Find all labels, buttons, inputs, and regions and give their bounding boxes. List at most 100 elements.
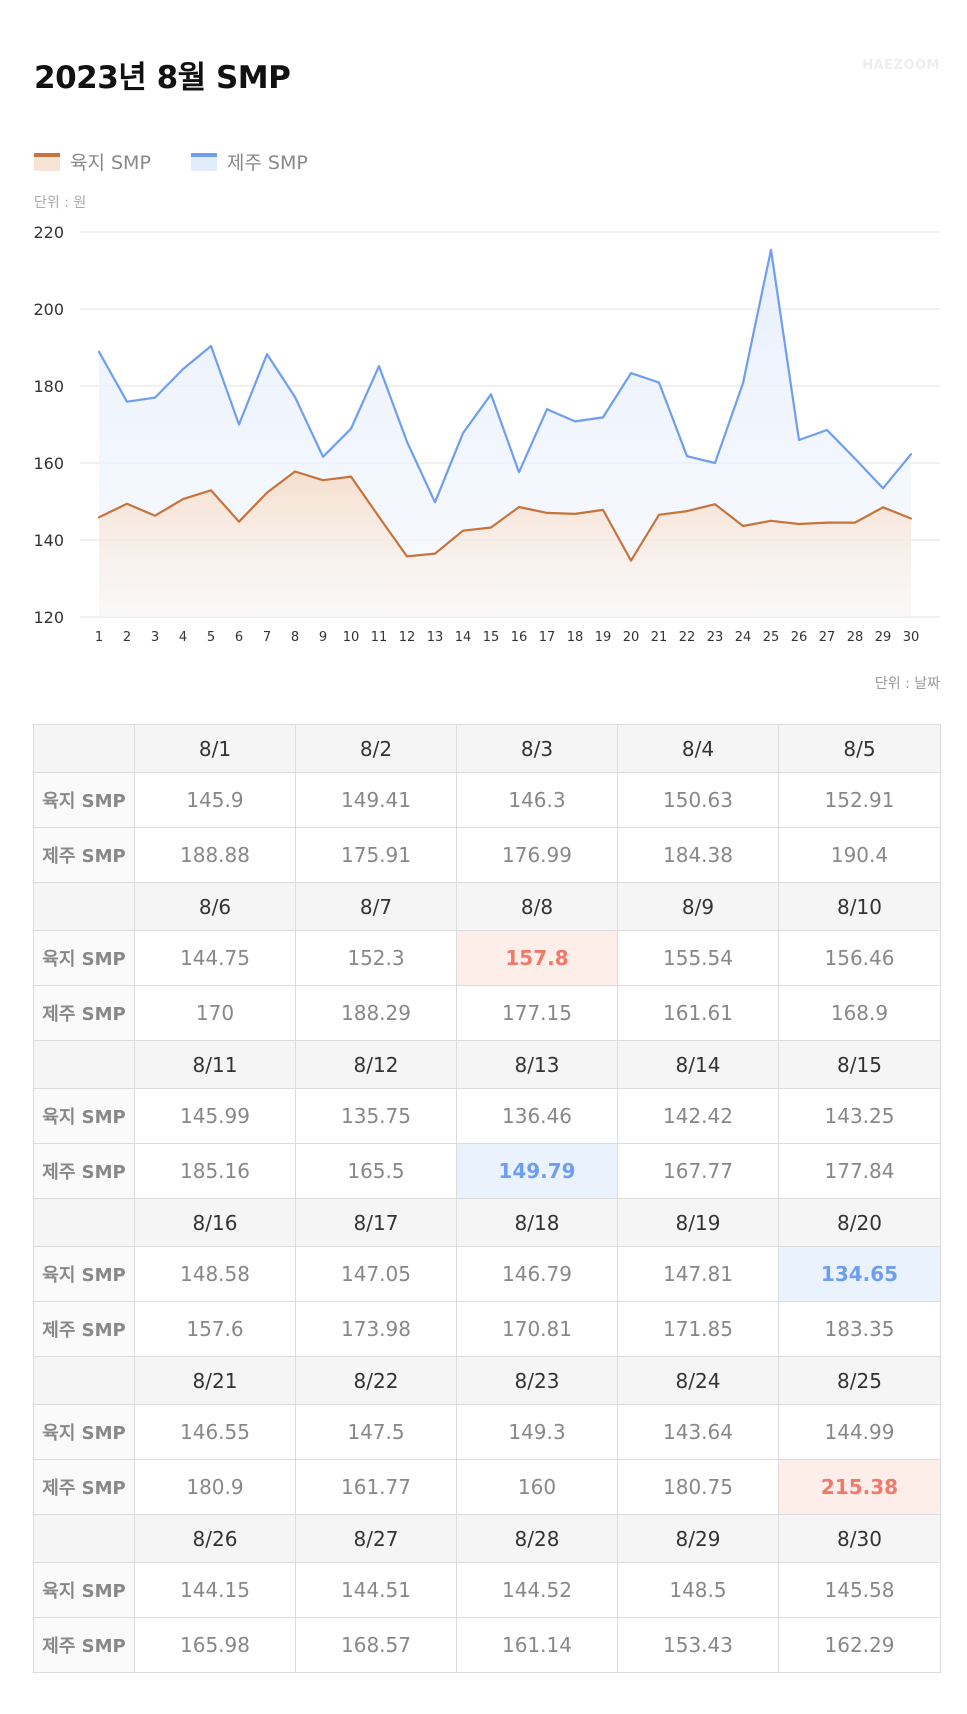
data-point-jeju[interactable] [628,370,634,376]
data-point-land[interactable] [712,501,718,507]
data-point-jeju[interactable] [488,391,494,397]
data-point-jeju[interactable] [236,422,242,428]
data-point-jeju[interactable] [824,427,830,433]
data-point-land[interactable] [404,553,410,559]
data-point-land[interactable] [208,487,214,493]
data-point-jeju[interactable] [320,454,326,460]
legend-item-jeju[interactable]: 제주 SMP [190,148,308,175]
data-point-land[interactable] [628,558,634,564]
table-value-cell: 168.57 [295,1617,457,1673]
x-tick-label: 10 [343,630,360,645]
data-point-jeju[interactable] [656,380,662,386]
table-date-cell: 8/18 [456,1198,618,1247]
table-value-cell: 144.15 [134,1562,296,1618]
data-point-jeju[interactable] [684,453,690,459]
x-tick-label: 21 [651,630,668,645]
data-point-land[interactable] [600,507,606,513]
data-point-jeju[interactable] [348,426,354,432]
data-point-land[interactable] [656,512,662,518]
table-date-cell: 8/25 [778,1356,941,1405]
series-line-jeju[interactable] [97,248,913,504]
chart-legend: 육지 SMP 제주 SMP [34,148,348,175]
table-value-cell: 184.38 [617,827,779,883]
data-point-jeju[interactable] [432,499,438,505]
data-point-jeju[interactable] [264,351,270,357]
table-value-cell: 171.85 [617,1301,779,1357]
data-point-land[interactable] [824,520,830,526]
table-corner-cell [33,1514,135,1563]
data-point-jeju[interactable] [152,395,158,401]
x-tick-label: 22 [679,630,696,645]
data-point-land[interactable] [264,490,270,496]
table-date-cell: 8/30 [778,1514,941,1563]
data-point-jeju[interactable] [376,363,382,369]
y-tick-label: 160 [33,454,64,473]
data-point-jeju[interactable] [880,485,886,491]
data-point-land[interactable] [460,528,466,534]
data-point-jeju[interactable] [404,439,410,445]
table-row-jeju: 제주 SMP 165.98 168.57 161.14 153.43 162.29 [33,1617,941,1673]
table-value-cell: 144.99 [778,1404,941,1460]
data-point-land[interactable] [572,511,578,517]
data-point-land[interactable] [376,514,382,520]
data-point-land[interactable] [768,518,774,524]
data-point-land[interactable] [544,510,550,516]
table-value-cell: 161.14 [456,1617,618,1673]
data-point-jeju[interactable] [600,414,606,420]
data-point-jeju[interactable] [292,394,298,400]
data-point-jeju[interactable] [852,456,858,462]
data-point-land[interactable] [684,508,690,514]
x-tick-label: 16 [511,630,528,645]
table-date-row: 8/26 8/27 8/28 8/29 8/30 [33,1514,941,1563]
table-value-cell: 185.16 [134,1143,296,1199]
data-point-land[interactable] [516,504,522,510]
data-point-land[interactable] [124,501,130,507]
data-point-land[interactable] [180,496,186,502]
table-corner-cell [33,1040,135,1089]
x-tick-label: 15 [483,630,500,645]
x-tick-label: 7 [263,630,271,645]
table-value-cell: 180.75 [617,1459,779,1515]
data-point-jeju[interactable] [572,418,578,424]
data-point-jeju[interactable] [544,406,550,412]
data-point-land[interactable] [348,474,354,480]
data-point-land[interactable] [96,514,102,520]
table-value-cell: 152.3 [295,930,457,986]
table-value-cell-max: 157.8 [456,930,618,986]
legend-item-land[interactable]: 육지 SMP [34,148,151,175]
table-value-cell: 165.5 [295,1143,457,1199]
data-point-jeju[interactable] [796,437,802,443]
data-point-land[interactable] [152,513,158,519]
data-point-land[interactable] [880,504,886,510]
x-tick-label: 18 [567,630,584,645]
table-value-cell: 177.15 [456,985,618,1041]
data-point-land[interactable] [908,516,914,522]
data-point-land[interactable] [236,519,242,525]
data-point-jeju[interactable] [768,247,774,253]
data-point-land[interactable] [292,468,298,474]
data-point-land[interactable] [740,523,746,529]
data-point-land[interactable] [488,524,494,530]
data-point-jeju[interactable] [124,399,130,405]
data-point-jeju[interactable] [740,380,746,386]
data-point-jeju[interactable] [208,343,214,349]
series-line-land[interactable] [97,470,913,562]
table-value-cell: 146.79 [456,1246,618,1302]
data-point-jeju[interactable] [96,349,102,355]
data-point-land[interactable] [320,477,326,483]
table-value-cell: 156.46 [778,930,941,986]
data-point-jeju[interactable] [516,469,522,475]
data-point-jeju[interactable] [460,430,466,436]
table-row-jeju: 제주 SMP 157.6 173.98 170.81 171.85 183.35 [33,1301,941,1357]
data-point-jeju[interactable] [180,366,186,372]
table-value-cell: 170 [134,985,296,1041]
table-value-cell: 145.9 [134,772,296,828]
data-point-jeju[interactable] [712,460,718,466]
data-point-land[interactable] [796,521,802,527]
x-axis-unit: 단위 : 날짜 [874,676,940,692]
data-point-land[interactable] [432,551,438,557]
data-point-land[interactable] [852,520,858,526]
x-tick-label: 2 [123,630,131,645]
data-point-jeju[interactable] [908,451,914,457]
table-corner-cell [33,724,135,773]
